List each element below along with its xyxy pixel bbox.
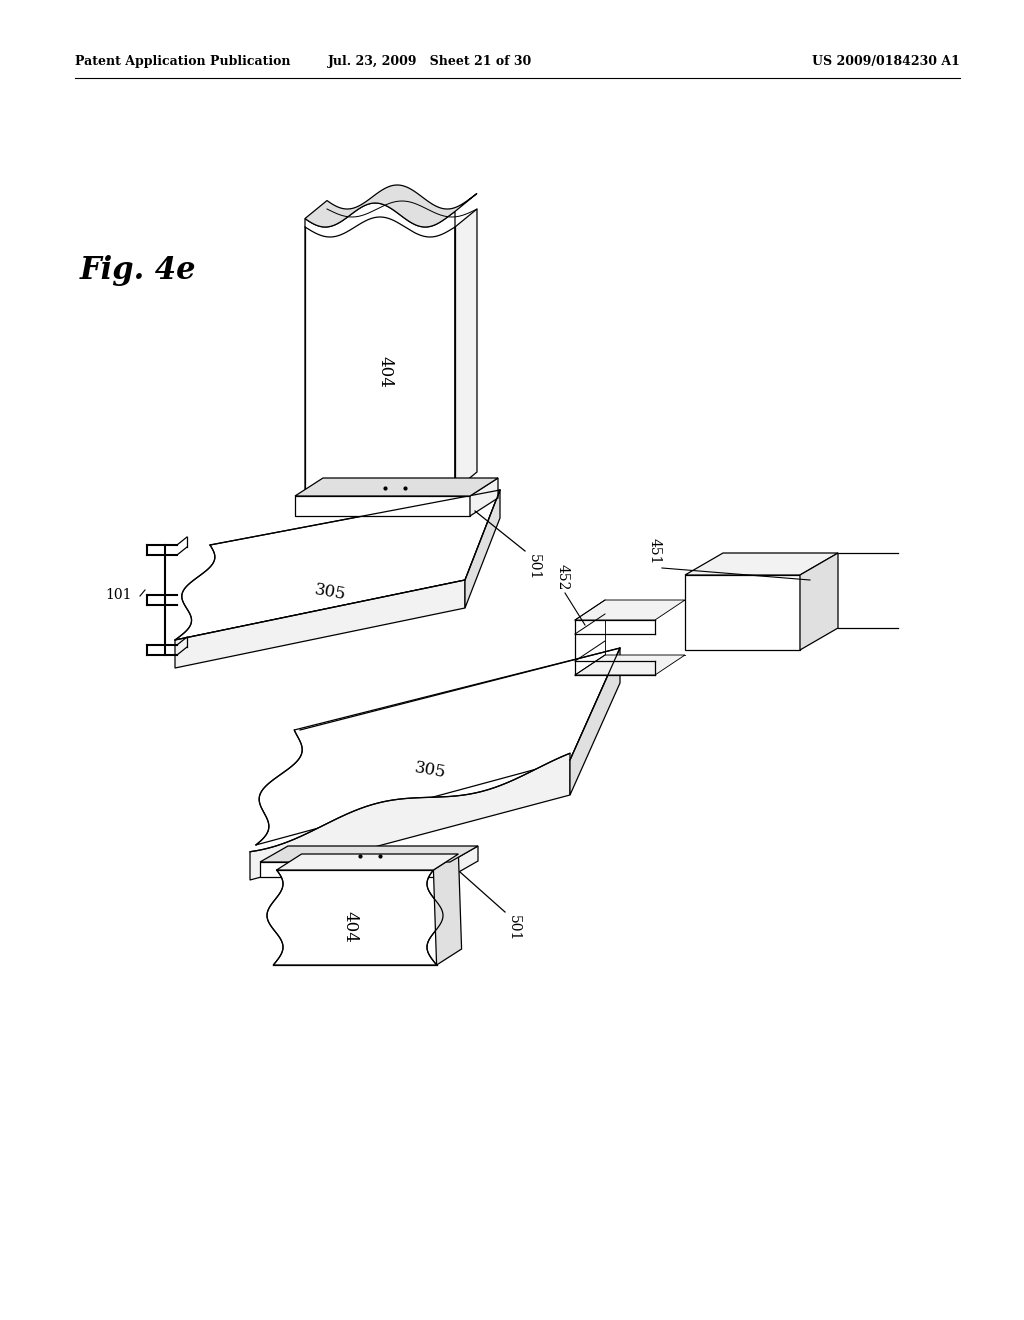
Polygon shape — [256, 648, 620, 845]
Polygon shape — [276, 854, 459, 870]
Polygon shape — [575, 601, 685, 620]
Text: Patent Application Publication: Patent Application Publication — [75, 55, 291, 69]
Text: US 2009/0184230 A1: US 2009/0184230 A1 — [812, 55, 961, 69]
Text: 404: 404 — [341, 911, 358, 942]
Polygon shape — [260, 846, 478, 862]
Polygon shape — [175, 579, 465, 668]
Text: 501: 501 — [507, 915, 521, 941]
Polygon shape — [305, 185, 477, 227]
Polygon shape — [295, 478, 498, 496]
Text: 452: 452 — [556, 564, 570, 590]
Text: Jul. 23, 2009   Sheet 21 of 30: Jul. 23, 2009 Sheet 21 of 30 — [328, 55, 532, 69]
Polygon shape — [250, 754, 570, 880]
Text: 305: 305 — [313, 581, 347, 603]
Polygon shape — [470, 478, 498, 516]
Polygon shape — [570, 648, 620, 795]
Text: 404: 404 — [377, 356, 393, 388]
Polygon shape — [455, 209, 477, 490]
Polygon shape — [800, 553, 838, 649]
Text: 451: 451 — [648, 539, 662, 565]
Polygon shape — [260, 862, 450, 876]
Text: 305: 305 — [413, 759, 447, 781]
Text: Fig. 4e: Fig. 4e — [80, 255, 197, 286]
Polygon shape — [465, 490, 500, 609]
Polygon shape — [685, 576, 800, 649]
Polygon shape — [295, 496, 470, 516]
Polygon shape — [267, 870, 443, 965]
Text: 101: 101 — [105, 587, 131, 602]
Polygon shape — [175, 490, 500, 640]
Text: 501: 501 — [527, 554, 541, 581]
Polygon shape — [685, 553, 838, 576]
Polygon shape — [433, 854, 462, 965]
Polygon shape — [305, 203, 455, 490]
Polygon shape — [575, 655, 685, 675]
Polygon shape — [450, 846, 478, 876]
